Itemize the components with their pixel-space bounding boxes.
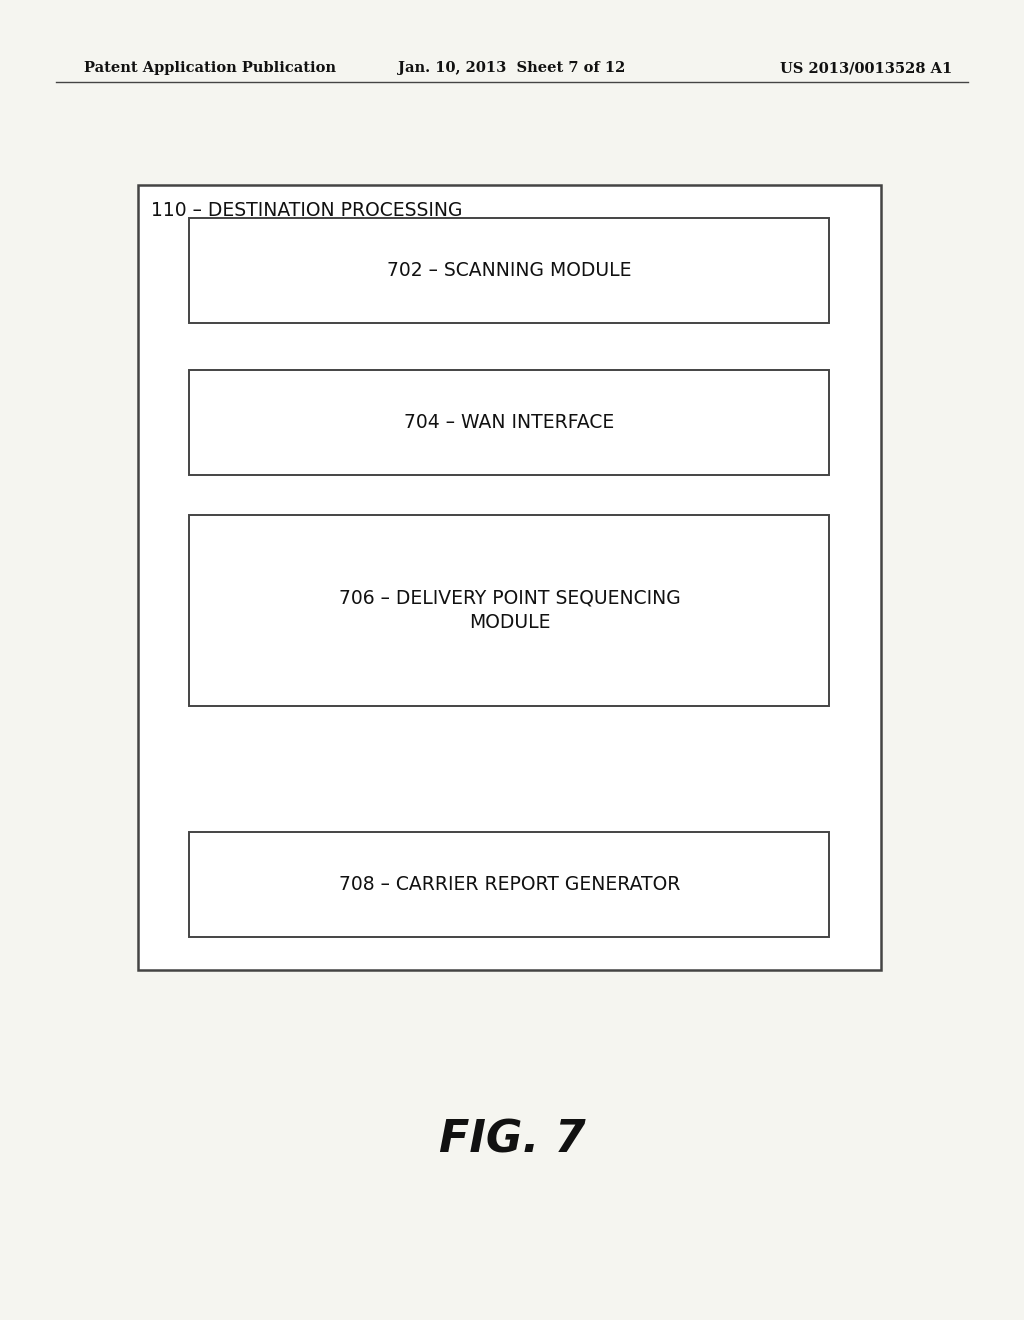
FancyBboxPatch shape [189,218,829,323]
Text: 704 – WAN INTERFACE: 704 – WAN INTERFACE [404,413,614,432]
FancyBboxPatch shape [189,370,829,475]
Text: 702 – SCANNING MODULE: 702 – SCANNING MODULE [387,261,632,280]
Text: 706 – DELIVERY POINT SEQUENCING
MODULE: 706 – DELIVERY POINT SEQUENCING MODULE [339,589,680,632]
Text: Patent Application Publication: Patent Application Publication [84,61,336,75]
Text: 708 – CARRIER REPORT GENERATOR: 708 – CARRIER REPORT GENERATOR [339,875,680,894]
Text: Jan. 10, 2013  Sheet 7 of 12: Jan. 10, 2013 Sheet 7 of 12 [398,61,626,75]
Text: 110 – DESTINATION PROCESSING: 110 – DESTINATION PROCESSING [151,201,462,219]
Text: US 2013/0013528 A1: US 2013/0013528 A1 [780,61,952,75]
FancyBboxPatch shape [138,185,881,970]
Text: FIG. 7: FIG. 7 [438,1118,586,1162]
FancyBboxPatch shape [189,515,829,706]
FancyBboxPatch shape [189,832,829,937]
